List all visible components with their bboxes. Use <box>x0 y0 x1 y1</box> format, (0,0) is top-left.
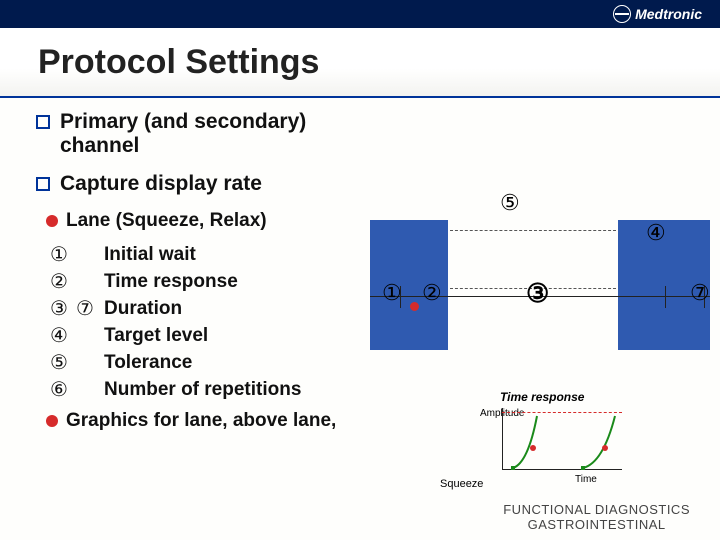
diagram-label-1: ① <box>382 280 402 306</box>
squeeze-label: Squeeze <box>440 478 483 490</box>
diagram-label-2: ② <box>422 280 442 306</box>
item-2-label: Time response <box>104 271 366 293</box>
diagram-tolerance-upper <box>450 230 616 231</box>
square-bullet-icon <box>36 177 50 191</box>
title-zone: Protocol Settings <box>0 28 720 98</box>
circled-7-icon: ⑦ <box>72 296 98 321</box>
brand-text: Medtronic <box>635 6 702 22</box>
footer-line2: GASTROINTESTINAL <box>503 517 690 532</box>
circled-5-icon: ⑤ <box>46 350 72 375</box>
item-repetitions: ⑥ Number of repetitions <box>46 377 366 402</box>
footer: FUNCTIONAL DIAGNOSTICS GASTROINTESTINAL <box>503 502 690 532</box>
mini-graph: Time response Amplitude Time <box>480 390 640 485</box>
circled-2-icon: ② <box>46 269 72 294</box>
item-duration: ③ ⑦ Duration <box>46 296 366 321</box>
circled-1-icon: ① <box>46 242 72 267</box>
item-37-label: Duration <box>104 298 366 320</box>
dot-bullet-icon <box>46 415 58 427</box>
content-column: Primary (and secondary) channel Capture … <box>36 110 366 442</box>
protocol-diagram: ⑤ ④ ① ② ③ ⑦ <box>370 190 710 400</box>
subbullet-lane: Lane (Squeeze, Relax) <box>46 210 366 232</box>
dot-bullet-icon <box>46 215 58 227</box>
mini-graph-title: Time response <box>500 390 584 404</box>
item-4-label: Target level <box>104 325 366 347</box>
bullet-primary: Primary (and secondary) channel <box>36 110 366 158</box>
red-marker-icon <box>410 302 419 311</box>
brand-logo-icon <box>613 5 631 23</box>
circled-3-icon: ③ <box>46 296 72 321</box>
item-tolerance: ⑤ Tolerance <box>46 350 366 375</box>
item-target-level: ④ Target level <box>46 323 366 348</box>
item-initial-wait: ① Initial wait <box>46 242 366 267</box>
bullet-primary-text: Primary (and secondary) channel <box>60 110 366 158</box>
mini-curves-icon <box>503 408 623 470</box>
square-bullet-icon <box>36 115 50 129</box>
diagram-label-4: ④ <box>646 220 666 246</box>
item-5-label: Tolerance <box>104 352 366 374</box>
subbullet-graphics-text: Graphics for lane, above lane, <box>66 410 336 432</box>
diagram-tick <box>665 286 666 308</box>
page-title: Protocol Settings <box>38 43 319 82</box>
item-6-label: Number of repetitions <box>104 379 366 401</box>
circled-4-icon: ④ <box>46 323 72 348</box>
circled-6-icon: ⑥ <box>46 377 72 402</box>
header-bar: Medtronic <box>0 0 720 28</box>
numbered-list: ① Initial wait ② Time response ③ ⑦ Durat… <box>46 242 366 402</box>
item-1-label: Initial wait <box>104 244 366 266</box>
mini-x-label: Time <box>575 474 597 485</box>
diagram-label-7: ⑦ <box>690 280 710 306</box>
footer-line1: FUNCTIONAL DIAGNOSTICS <box>503 502 690 517</box>
subbullet-lane-text: Lane (Squeeze, Relax) <box>66 210 267 232</box>
diagram-label-3: ③ <box>526 278 549 309</box>
subbullet-graphics: Graphics for lane, above lane, <box>46 410 366 432</box>
mini-axes <box>502 408 622 470</box>
mini-dash-line <box>502 412 622 413</box>
bullet-capture-text: Capture display rate <box>60 172 262 196</box>
item-time-response: ② Time response <box>46 269 366 294</box>
diagram-label-5: ⑤ <box>500 190 520 216</box>
bullet-capture: Capture display rate <box>36 172 366 196</box>
